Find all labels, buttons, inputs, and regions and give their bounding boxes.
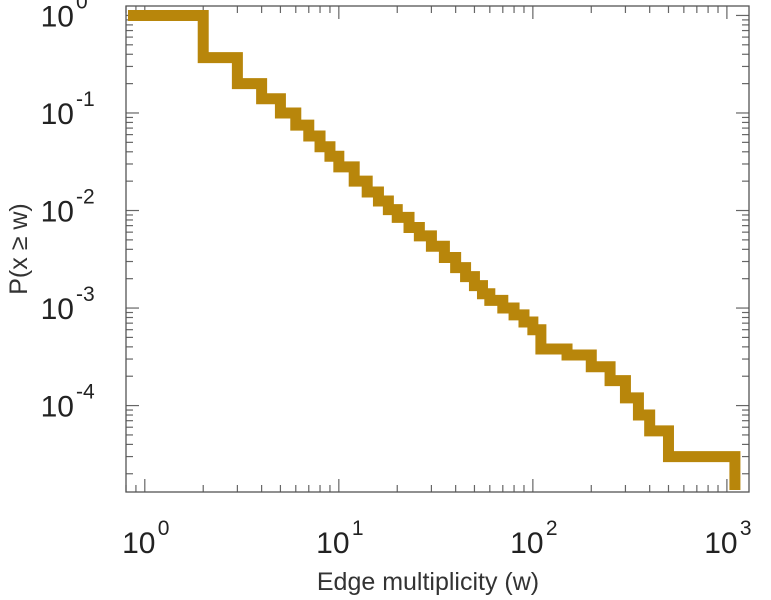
- x-tick-label: 10: [704, 527, 737, 560]
- x-tick-exponent: 2: [546, 517, 558, 540]
- y-tick-exponent: -2: [76, 186, 95, 209]
- x-tick-label: 10: [316, 527, 349, 560]
- y-axis-label: P(x ≥ w): [5, 203, 33, 295]
- y-tick-label: 10: [41, 391, 74, 424]
- y-tick-label: 10: [41, 98, 74, 131]
- x-tick-label: 10: [510, 527, 543, 560]
- tick-labels: 10 0 10 1 10 2 10 310 010 -110 -210 -310 -4: [41, 0, 752, 560]
- x-tick-label: 10: [122, 527, 155, 560]
- y-tick-label: 10: [41, 0, 74, 33]
- y-tick-exponent: -4: [76, 381, 95, 404]
- x-axis-label: Edge multiplicity (w): [317, 568, 539, 596]
- x-tick-exponent: 1: [352, 517, 364, 540]
- series-step-line: [128, 9, 741, 490]
- y-tick-exponent: -3: [76, 283, 95, 306]
- y-tick-label: 10: [41, 196, 74, 229]
- y-tick-label: 10: [41, 293, 74, 326]
- y-tick-exponent: 0: [76, 0, 88, 13]
- series-layer: [128, 9, 741, 490]
- axis-ticks: [125, 6, 749, 492]
- x-tick-exponent: 0: [158, 517, 170, 540]
- plot-frame: [125, 5, 750, 493]
- x-tick-exponent: 3: [740, 517, 752, 540]
- y-tick-exponent: -1: [76, 88, 95, 111]
